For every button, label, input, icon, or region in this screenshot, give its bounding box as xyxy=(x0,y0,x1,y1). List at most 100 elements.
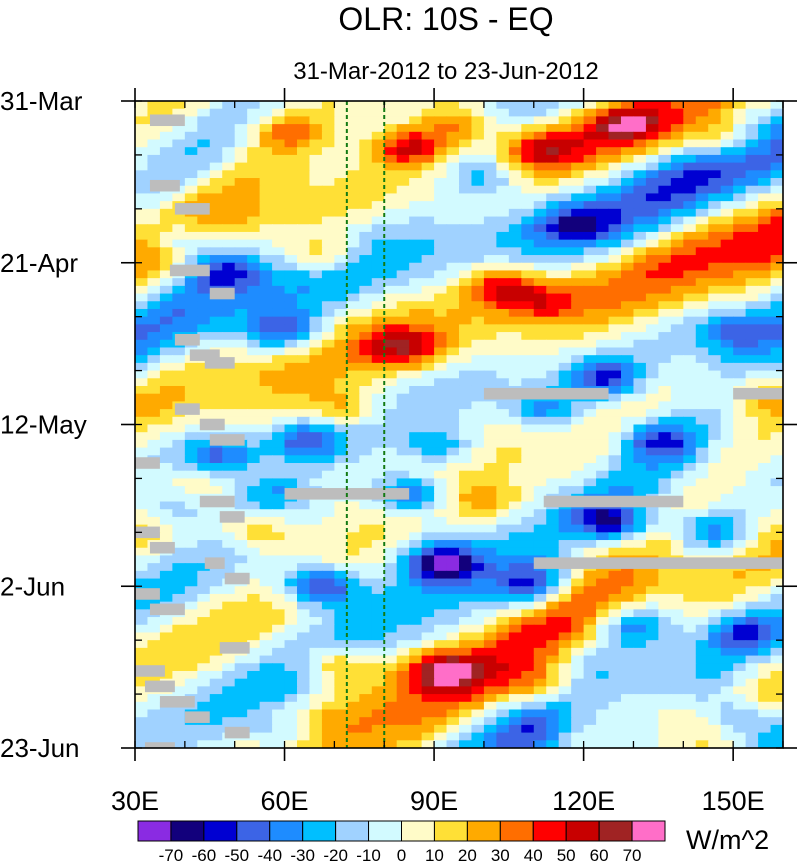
heatmap-cell xyxy=(583,455,597,464)
heatmap-cell xyxy=(396,740,410,748)
heatmap-cell xyxy=(184,724,198,734)
heatmap-cell xyxy=(720,185,734,195)
heatmap-cell xyxy=(583,578,597,587)
heatmap-cell xyxy=(596,524,610,533)
heatmap-cell xyxy=(683,101,697,110)
heatmap-cell xyxy=(346,424,360,433)
heatmap-cell xyxy=(471,139,485,148)
heatmap-cell xyxy=(334,108,348,117)
heatmap-cell xyxy=(334,316,348,325)
heatmap-cell xyxy=(371,717,385,726)
heatmap-cell xyxy=(135,224,149,233)
heatmap-cell xyxy=(259,262,273,272)
heatmap-cell xyxy=(670,486,684,495)
heatmap-cell xyxy=(496,732,510,741)
heatmap-cell xyxy=(297,555,311,564)
heatmap-cell xyxy=(334,640,348,649)
heatmap-cell xyxy=(284,224,298,233)
heatmap-cell xyxy=(421,255,435,264)
heatmap-cell xyxy=(309,285,323,295)
heatmap-cell xyxy=(658,401,672,410)
heatmap-cell xyxy=(571,332,585,341)
heatmap-cell xyxy=(172,362,186,372)
heatmap-cell xyxy=(234,193,248,202)
heatmap-cell xyxy=(197,632,211,641)
heatmap-cell xyxy=(259,724,273,734)
heatmap-cell xyxy=(621,231,635,241)
heatmap-cell xyxy=(197,617,211,626)
heatmap-cell xyxy=(184,686,198,695)
heatmap-cell xyxy=(546,547,560,557)
heatmap-cell xyxy=(596,701,610,711)
heatmap-cell xyxy=(683,516,697,526)
heatmap-cell xyxy=(434,439,448,449)
heatmap-cell xyxy=(471,332,485,341)
heatmap-cell xyxy=(459,193,473,202)
heatmap-cell xyxy=(159,586,173,595)
missing-data-segment xyxy=(199,418,225,431)
heatmap-cell xyxy=(508,170,522,179)
heatmap-cell xyxy=(670,301,684,310)
heatmap-cell xyxy=(396,185,410,195)
heatmap-cell xyxy=(284,701,298,711)
heatmap-cell xyxy=(409,362,423,372)
heatmap-cell xyxy=(284,540,298,549)
heatmap-cell xyxy=(284,316,298,325)
heatmap-cell xyxy=(172,278,186,287)
heatmap-cell xyxy=(695,732,709,741)
heatmap-cell xyxy=(695,578,709,587)
heatmap-cell xyxy=(695,586,709,595)
heatmap-cell xyxy=(172,108,186,117)
heatmap-cell xyxy=(683,316,697,325)
heatmap-cell xyxy=(708,709,722,718)
heatmap-cell xyxy=(645,316,659,325)
heatmap-cell xyxy=(670,224,684,233)
heatmap-cell xyxy=(596,401,610,410)
heatmap-cell xyxy=(496,701,510,711)
heatmap-cell xyxy=(558,547,572,557)
heatmap-cell xyxy=(571,740,585,748)
x-axis: 30E 60E 90E 120E 150E xyxy=(111,88,784,816)
heatmap-cell xyxy=(508,131,522,141)
heatmap-cell xyxy=(184,455,198,464)
heatmap-cell xyxy=(384,224,398,233)
heatmap-cell xyxy=(745,278,759,287)
heatmap-cell xyxy=(459,170,473,179)
heatmap-cell xyxy=(209,455,223,464)
heatmap-cell xyxy=(708,385,722,395)
heatmap-cell xyxy=(197,724,211,734)
heatmap-cell xyxy=(658,262,672,272)
heatmap-cell xyxy=(384,185,398,195)
heatmap-cell xyxy=(621,339,635,349)
heatmap-cell xyxy=(272,655,286,664)
heatmap-cell xyxy=(645,524,659,533)
heatmap-cell xyxy=(733,416,747,426)
heatmap-cell xyxy=(670,178,684,187)
heatmap-cell xyxy=(334,131,348,141)
heatmap-cell xyxy=(359,255,373,264)
heatmap-cell xyxy=(396,278,410,287)
heatmap-cell xyxy=(708,455,722,464)
heatmap-cell xyxy=(159,655,173,664)
heatmap-cell xyxy=(758,447,772,456)
heatmap-cell xyxy=(645,208,659,218)
heatmap-cell xyxy=(683,486,697,495)
heatmap-cell xyxy=(459,154,473,164)
heatmap-cell xyxy=(483,663,497,672)
heatmap-cell xyxy=(558,601,572,610)
heatmap-cell xyxy=(197,447,211,456)
heatmap-cell xyxy=(770,278,783,287)
heatmap-cell xyxy=(695,224,709,233)
heatmap-cell xyxy=(284,593,298,603)
heatmap-cell xyxy=(670,255,684,264)
heatmap-cell xyxy=(496,516,510,526)
heatmap-cell xyxy=(733,324,747,333)
heatmap-cell xyxy=(770,116,783,125)
heatmap-cell xyxy=(334,532,348,541)
heatmap-cell xyxy=(309,501,323,510)
heatmap-cell xyxy=(596,678,610,687)
heatmap-cell xyxy=(184,108,198,117)
heatmap-cell xyxy=(172,586,186,595)
heatmap-cell xyxy=(234,717,248,726)
heatmap-cell xyxy=(334,732,348,741)
